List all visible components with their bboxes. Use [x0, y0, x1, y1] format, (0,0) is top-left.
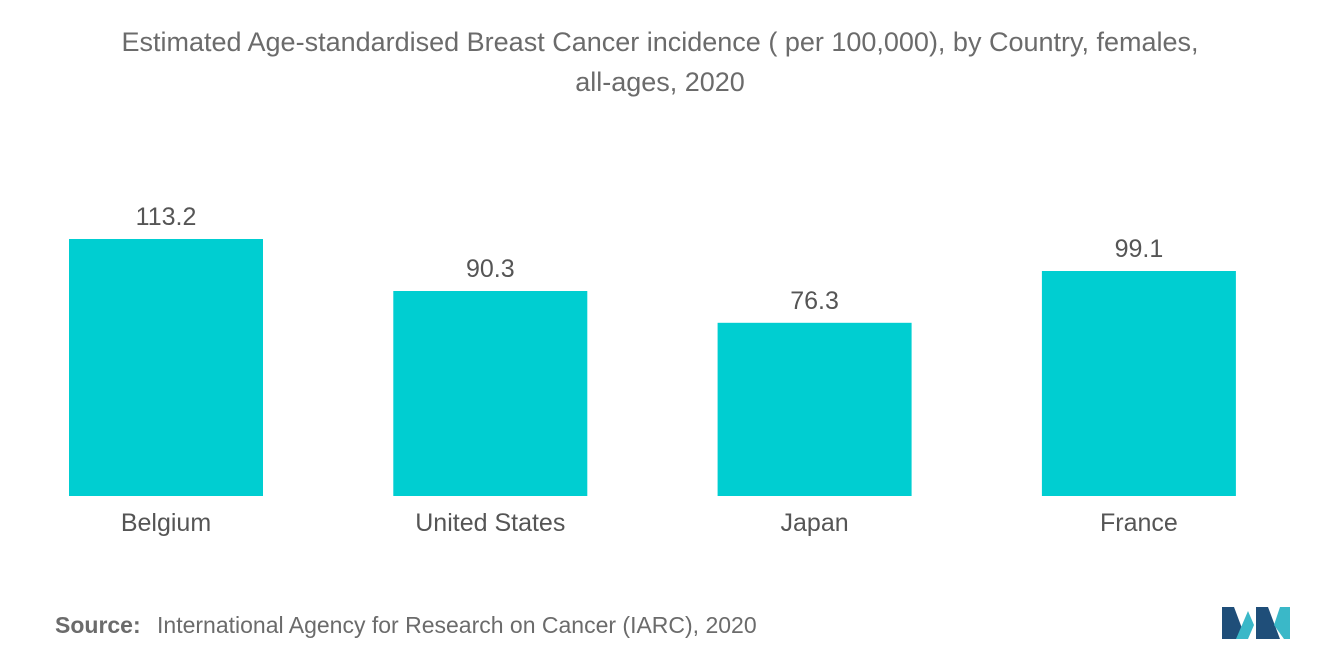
- data-label: 113.2: [136, 203, 197, 231]
- source-text: International Agency for Research on Can…: [157, 612, 757, 638]
- category-label: France: [1100, 509, 1178, 537]
- chart-title: Estimated Age-standardised Breast Cancer…: [0, 22, 1320, 102]
- source-note: Source: International Agency for Researc…: [55, 612, 757, 639]
- mordor-intelligence-logo-icon: [1222, 607, 1290, 639]
- bar-united-states: [393, 291, 588, 496]
- bar-chart: 113.2 Belgium 90.3 United States 76.3 Japan 99…: [69, 203, 1236, 537]
- bar-japan: [717, 322, 912, 496]
- chart-title-line-2: all-ages, 2020: [575, 67, 745, 97]
- chart-title-line-1: Estimated Age-standardised Breast Cancer…: [121, 27, 1199, 57]
- source-label: Source:: [55, 612, 141, 638]
- category-label: United States: [415, 509, 565, 537]
- bar-belgium: [69, 239, 263, 496]
- bar-france: [1041, 271, 1236, 496]
- data-label: 99.1: [1115, 235, 1164, 263]
- data-label: 90.3: [466, 255, 515, 283]
- category-label: Belgium: [121, 509, 211, 537]
- category-label: Japan: [781, 509, 849, 537]
- data-label: 76.3: [790, 287, 839, 315]
